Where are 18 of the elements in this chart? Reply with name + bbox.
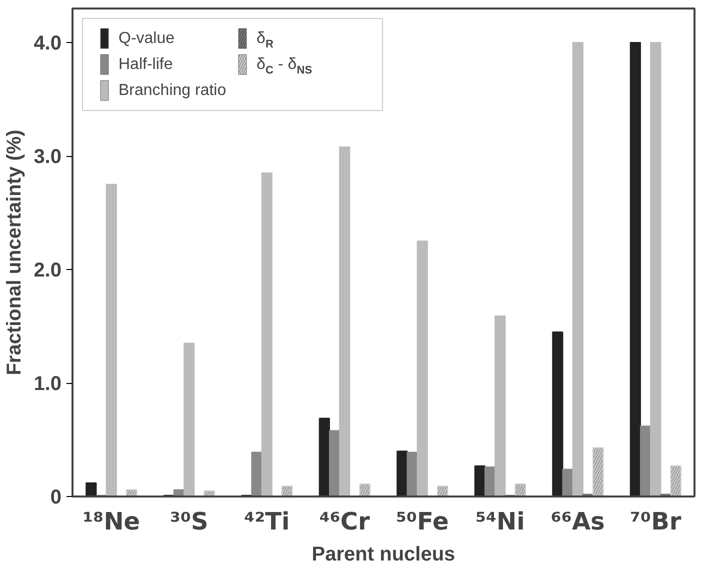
x-tick-label: ³⁰S: [170, 508, 208, 536]
x-tick-label: ⁶⁶As: [550, 508, 605, 536]
legend-label: Branching ratio: [118, 82, 226, 99]
x-tick-label: ⁷⁰Br: [630, 508, 682, 536]
x-tick-label: ⁵⁴Ni: [475, 508, 525, 536]
legend-label: Half-life: [118, 56, 173, 73]
y-tick-label: 2.0: [34, 260, 62, 282]
y-axis-title: Fractional uncertainty (%): [4, 130, 26, 376]
x-tick-label: ⁴⁶Cr: [319, 508, 370, 536]
x-tick-label: ⁴²Ti: [244, 508, 290, 536]
y-tick-label: 1.0: [34, 373, 62, 396]
y-tick-label: 3.0: [34, 146, 62, 168]
x-tick-label: ⁵⁰Fe: [396, 508, 449, 536]
x-axis-title: Parent nucleus: [312, 544, 456, 566]
x-tick-label: ¹⁸Ne: [82, 508, 140, 536]
y-tick-label: 0: [50, 486, 62, 508]
legend-label: Q-value: [118, 30, 175, 47]
y-tick-label: 4.0: [34, 32, 62, 55]
